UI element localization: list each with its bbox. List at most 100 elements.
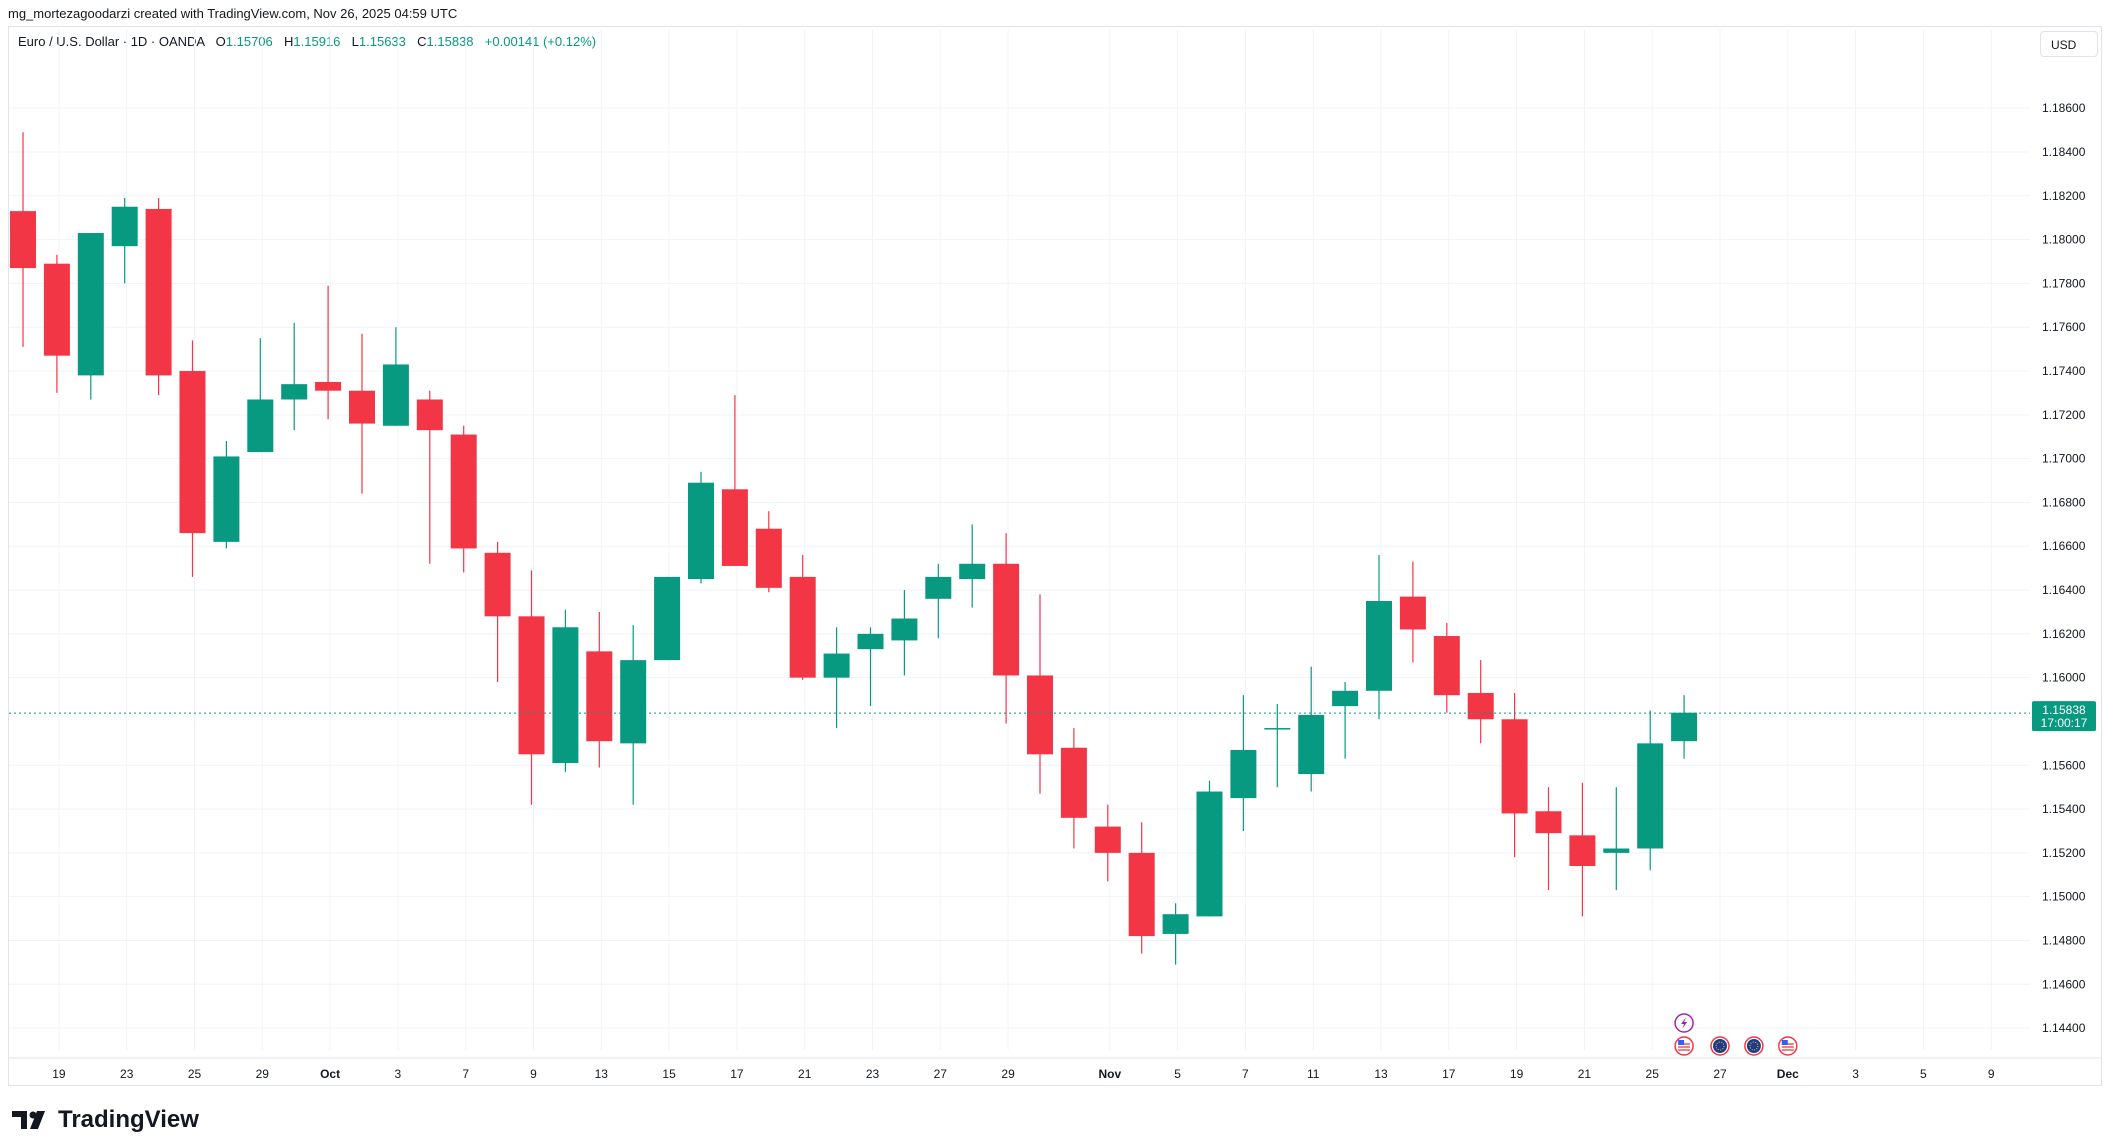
x-tick-label: 19 — [1510, 1067, 1524, 1081]
x-tick-label: 7 — [462, 1067, 469, 1081]
currency-badge[interactable]: USD — [2040, 31, 2098, 57]
candle-body — [43, 263, 70, 356]
candle-body — [586, 651, 613, 742]
candle-body — [688, 482, 714, 580]
x-tick-label: 29 — [1001, 1067, 1015, 1081]
eu-stars — [1749, 1041, 1759, 1051]
candle-body — [1569, 835, 1596, 867]
y-tick-label: 1.17400 — [2042, 364, 2086, 378]
y-tick-label: 1.17200 — [2042, 408, 2086, 422]
candle-body — [1535, 811, 1562, 834]
candle-body — [145, 208, 172, 376]
x-tick-label: 9 — [530, 1067, 537, 1081]
x-tick-label: 23 — [120, 1067, 134, 1081]
y-tick-label: 1.16600 — [2042, 539, 2086, 553]
close-label: C — [417, 34, 427, 49]
y-tick-label: 1.18200 — [2042, 189, 2086, 203]
y-tick-label: 1.16800 — [2042, 495, 2086, 509]
candle-body — [213, 456, 240, 542]
candle-body — [1094, 826, 1121, 853]
candle-body — [1501, 719, 1528, 814]
y-tick-label: 1.17000 — [2042, 452, 2086, 466]
symbol-legend: Euro / U.S. Dollar · 1D · OANDA O1.15706… — [18, 34, 596, 49]
y-tick-label: 1.17800 — [2042, 276, 2086, 290]
x-tick-label: 19 — [52, 1067, 66, 1081]
x-tick-label: Dec — [1777, 1067, 1799, 1081]
x-tick-label: 27 — [934, 1067, 948, 1081]
close-value: 1.15838 — [426, 34, 474, 49]
candle-body — [111, 206, 138, 247]
x-tick-label: 25 — [188, 1067, 202, 1081]
countdown-value: 17:00:17 — [2041, 716, 2088, 730]
x-tick-label: 11 — [1307, 1067, 1320, 1081]
candle-body — [1637, 743, 1664, 849]
candle-body — [1196, 791, 1223, 917]
y-tick-label: 1.14600 — [2042, 977, 2086, 991]
candle-body — [315, 381, 342, 391]
y-tick-label: 1.14400 — [2042, 1021, 2086, 1035]
x-tick-label: 7 — [1242, 1067, 1249, 1081]
last-price-value: 1.15838 — [2042, 703, 2086, 717]
x-tick-label: 21 — [1578, 1067, 1592, 1081]
y-tick-label: 1.16200 — [2042, 627, 2086, 641]
low-value: 1.15633 — [358, 34, 406, 49]
candle-body — [10, 211, 36, 269]
brand-name: TradingView — [58, 1106, 199, 1133]
candle-body — [518, 616, 545, 755]
y-tick-label: 1.15000 — [2042, 890, 2086, 904]
candle-body — [247, 399, 274, 453]
eu-flag-field — [1746, 1039, 1761, 1053]
x-tick-label: 17 — [730, 1067, 744, 1081]
candle-body — [1298, 714, 1325, 775]
last-price-badge — [2032, 701, 2096, 732]
low-label: L — [351, 34, 359, 49]
y-tick-label: 1.17600 — [2042, 320, 2086, 334]
candle-body — [1128, 852, 1155, 937]
candle-body — [1162, 914, 1189, 934]
symbol-name[interactable]: Euro / U.S. Dollar · 1D · OANDA — [18, 34, 205, 49]
y-tick-label: 1.16000 — [2042, 671, 2086, 685]
x-tick-label: 5 — [1920, 1067, 1927, 1081]
candle-body — [721, 489, 748, 566]
x-tick-label: 3 — [395, 1067, 402, 1081]
us-flag-icon — [1778, 1036, 1798, 1056]
tradingview-logo-icon — [12, 1111, 45, 1129]
chart-frame — [8, 26, 2102, 1086]
candle-body — [857, 633, 884, 650]
candle-body — [654, 576, 681, 661]
y-tick-label: 1.14800 — [2042, 933, 2086, 947]
candle-body — [1264, 728, 1291, 730]
x-tick-label: Nov — [1098, 1067, 1121, 1081]
candle-body — [1332, 690, 1359, 707]
eu-flag-field — [1713, 1039, 1727, 1053]
candle-body — [77, 233, 104, 376]
candle-body — [620, 660, 647, 744]
tradingview-logo[interactable]: TradingView — [12, 1106, 199, 1134]
x-tick-label: 27 — [1713, 1067, 1727, 1081]
candle-body — [1027, 675, 1053, 755]
us-flag-icon — [1674, 1036, 1694, 1056]
x-tick-label: 5 — [1174, 1067, 1181, 1081]
candle-body — [789, 576, 816, 678]
candle-body — [993, 563, 1020, 676]
lightning-glyph — [1681, 1017, 1688, 1029]
open-label: O — [215, 34, 226, 49]
candle-body — [382, 364, 409, 426]
candle-body — [1433, 636, 1460, 696]
high-value: 1.15916 — [293, 34, 341, 49]
y-tick-label: 1.18000 — [2042, 233, 2086, 247]
y-tick-label: 1.15200 — [2042, 846, 2086, 860]
y-tick-label: 1.15400 — [2042, 802, 2086, 816]
candle-body — [552, 627, 579, 764]
candle-body — [1060, 747, 1087, 818]
y-tick-label: 1.15600 — [2042, 758, 2086, 772]
candle-body — [450, 434, 477, 549]
candle-body — [925, 576, 952, 599]
candle-body — [1467, 692, 1494, 720]
x-tick-label: Oct — [320, 1067, 340, 1081]
candle-body — [349, 390, 375, 424]
x-tick-label: 13 — [1374, 1067, 1388, 1081]
candle-body — [891, 618, 918, 641]
y-tick-label: 1.16400 — [2042, 583, 2086, 597]
